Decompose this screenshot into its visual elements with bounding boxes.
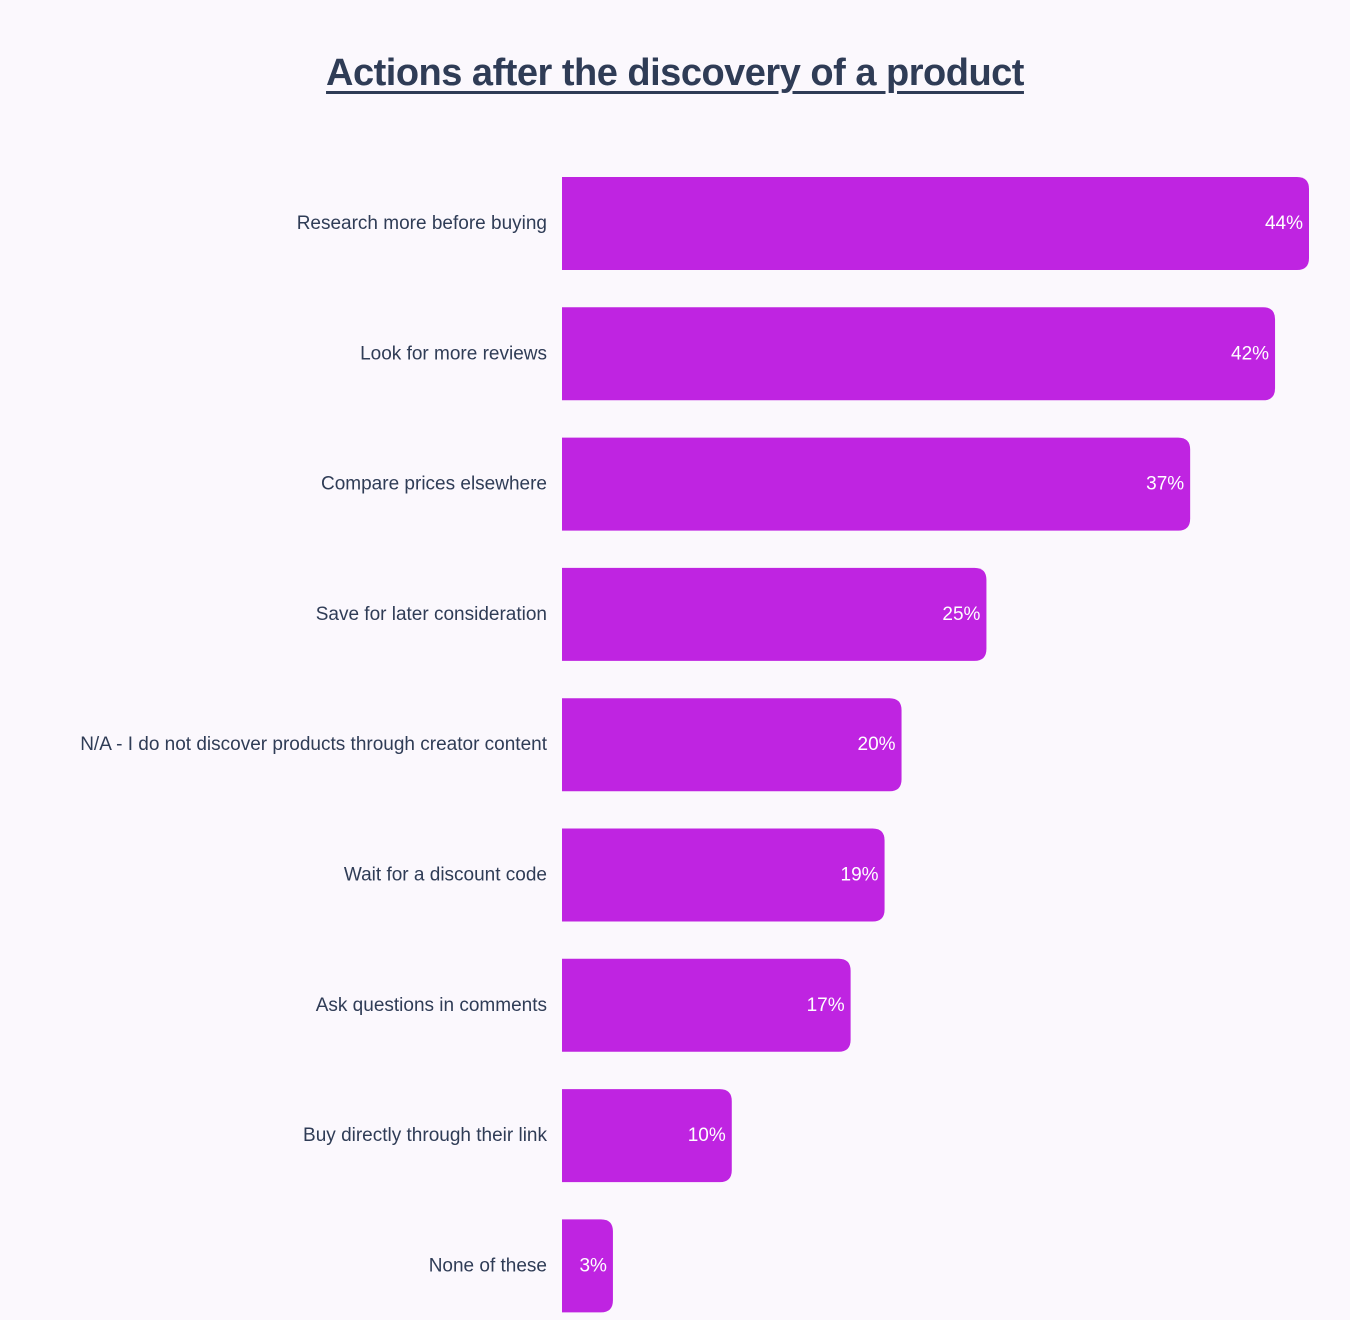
bar-5 — [562, 828, 885, 922]
bar-6 — [562, 958, 851, 1052]
value-label-4: 20% — [858, 734, 896, 755]
category-label-5: Wait for a discount code — [344, 865, 547, 886]
bar-3 — [562, 567, 987, 661]
value-label-1: 42% — [1231, 343, 1269, 364]
category-label-8: None of these — [429, 1255, 547, 1276]
bar-0 — [562, 177, 1309, 270]
category-label-0: Research more before buying — [297, 213, 547, 234]
bar-7 — [562, 1089, 732, 1183]
chart-title: Actions after the discovery of a product — [326, 52, 1024, 94]
category-label-6: Ask questions in comments — [316, 995, 547, 1016]
category-label-7: Buy directly through their link — [303, 1125, 547, 1146]
value-label-5: 19% — [841, 865, 879, 886]
value-label-6: 17% — [807, 995, 845, 1016]
value-label-2: 37% — [1146, 474, 1184, 495]
value-label-3: 25% — [942, 604, 980, 625]
category-label-3: Save for later consideration — [316, 604, 547, 625]
bar-2 — [562, 437, 1191, 531]
value-label-7: 10% — [688, 1125, 726, 1146]
bar-1 — [562, 307, 1276, 401]
category-label-4: N/A - I do not discover products through… — [80, 734, 548, 755]
bar-8 — [562, 1219, 613, 1313]
value-label-8: 3% — [579, 1255, 607, 1276]
bar-4 — [562, 698, 902, 792]
value-label-0: 44% — [1265, 213, 1303, 234]
category-label-2: Compare prices elsewhere — [321, 474, 547, 495]
category-label-1: Look for more reviews — [360, 343, 547, 364]
